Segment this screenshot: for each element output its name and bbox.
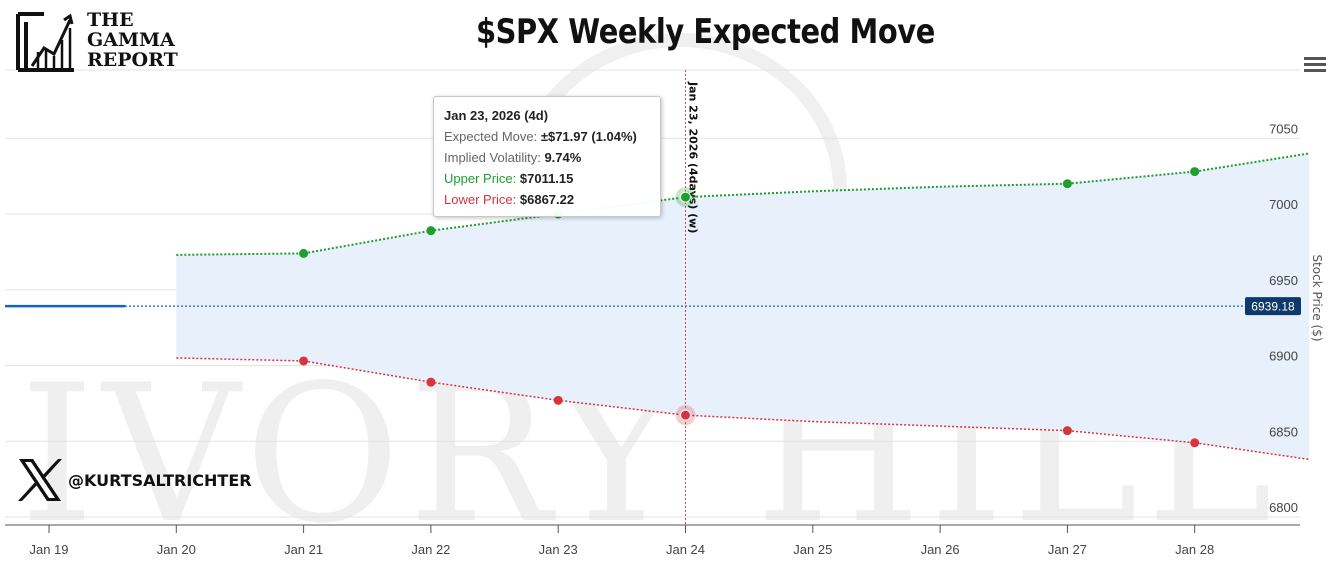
logo-line: GAMMA (87, 29, 175, 51)
handle-text: @KURTSALTRICHTER (68, 470, 252, 490)
tooltip-implied-volatility: Implied Volatility: 9.74% (444, 147, 650, 168)
logo-line: REPORT (87, 49, 178, 71)
y-tick-label: 6850 (1269, 424, 1298, 439)
lower-point (426, 377, 436, 387)
upper-price-label: Upper Price: (444, 171, 520, 186)
gamma-report-logo: THE GAMMA REPORT (14, 10, 184, 76)
markers-layer (299, 167, 1200, 448)
x-tick-label: Jan 25 (793, 542, 832, 557)
x-tick-label: Jan 21 (284, 542, 323, 557)
y-tick-label: 7050 (1269, 121, 1298, 136)
data-tooltip: Jan 23, 2026 (4d) Expected Move: ±$71.97… (433, 96, 661, 217)
x-tick-label: Jan 27 (1048, 542, 1087, 557)
tooltip-upper-price: Upper Price: $7011.15 (444, 168, 650, 189)
current-price-label: 6939.18 (1251, 300, 1295, 314)
y-tick-label: 7000 (1269, 197, 1298, 212)
y-tick-label: 6950 (1269, 273, 1298, 288)
tooltip-lower-price: Lower Price: $6867.22 (444, 189, 650, 210)
iv-label: Implied Volatility: (444, 150, 545, 165)
upper-price-line (176, 152, 1310, 256)
axes-layer: 6800 6850 6900 6950 7000 7050 Jan 19 Jan 20 Jan … (5, 81, 1301, 557)
upper-point (299, 248, 309, 258)
y-tick-label: 6900 (1269, 349, 1298, 364)
lower-point (553, 395, 563, 405)
social-handle: @KURTSALTRICHTER (16, 457, 252, 503)
gamma-logo-icon (16, 12, 74, 72)
x-tick-label: Jan 22 (411, 542, 450, 557)
x-tick-label: Jan 20 (157, 542, 196, 557)
lower-point (680, 409, 691, 421)
lower-price-label: Lower Price: (444, 192, 520, 207)
lower-point (1062, 426, 1072, 436)
current-price-badge (1245, 297, 1301, 316)
upper-point (1062, 179, 1072, 189)
lower-point (1190, 438, 1200, 448)
hamburger-menu-icon[interactable] (1304, 57, 1326, 75)
upper-price-value: $7011.15 (519, 171, 574, 186)
upper-point (1190, 167, 1200, 177)
x-tick-label: Jan 26 (921, 542, 960, 557)
lower-price-line (176, 357, 1310, 461)
lower-point (299, 356, 309, 366)
expected-move-value: ±$71.97 (1.04%) (540, 129, 637, 144)
lower-price-value: $6867.22 (519, 192, 575, 207)
x-tick-label: Jan 24 (666, 542, 705, 557)
upper-point (426, 226, 436, 236)
series-layer (5, 70, 1310, 525)
logo-text: THE GAMMA REPORT (87, 10, 178, 70)
page-title: $SPX Weekly Expected Move (475, 12, 935, 52)
y-tick-label: 6800 (1269, 500, 1298, 515)
x-tick-label: Jan 28 (1175, 542, 1214, 557)
upper-point (680, 191, 691, 203)
expiry-marker-label: Jan 23, 2026 (4days) (w) (687, 81, 700, 233)
x-tick-label: Jan 19 (29, 542, 68, 557)
tooltip-expected-move: Expected Move: ±$71.97 (1.04%) (444, 126, 650, 147)
expected-move-label: Expected Move: (444, 129, 541, 144)
tooltip-heading: Jan 23, 2026 (4d) (444, 108, 549, 123)
x-logo-icon (18, 459, 62, 501)
iv-value: 9.74% (544, 150, 582, 165)
x-tick-label: Jan 23 (539, 542, 578, 557)
logo-line: THE (87, 9, 134, 31)
y-axis-label: Stock Price ($) (1310, 254, 1324, 341)
